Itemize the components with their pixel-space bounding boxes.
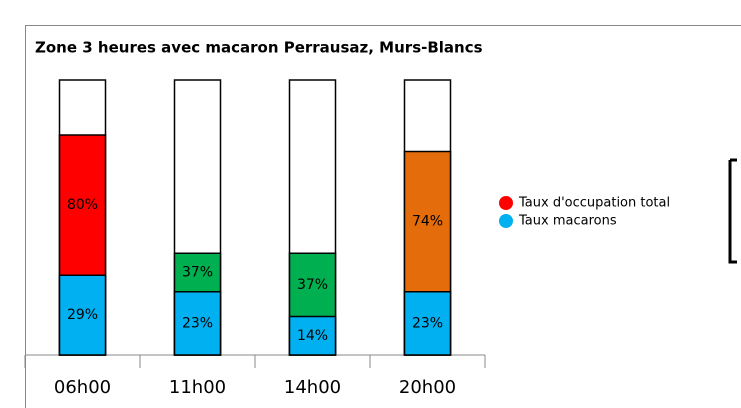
data-label: 23% <box>182 315 213 331</box>
data-label: 80% <box>67 197 98 213</box>
data-label: 74% <box>412 214 443 230</box>
x-tick-label: 06h00 <box>54 377 111 398</box>
bar-macarons <box>58 274 107 356</box>
x-tick-label: 11h00 <box>169 377 226 398</box>
bar-macarons <box>288 315 337 356</box>
legend-label: Taux d'occupation total <box>518 196 670 211</box>
frame-fragment <box>728 158 737 264</box>
data-label: 23% <box>412 315 443 331</box>
chart-title: Zone 3 heures avec macaron Perrausaz, Mu… <box>35 39 483 57</box>
chart-border <box>25 25 741 408</box>
x-tick-label: 14h00 <box>284 377 341 398</box>
data-label: 37% <box>182 265 213 281</box>
data-label: 14% <box>297 328 328 344</box>
bar-macarons <box>403 291 452 356</box>
bar-macarons <box>173 291 222 356</box>
x-tick-label: 20h00 <box>399 377 456 398</box>
legend-swatch <box>499 214 513 228</box>
legend-label: Taux macarons <box>518 214 617 229</box>
data-label: 29% <box>67 307 98 323</box>
legend-swatch <box>499 196 513 210</box>
data-label: 37% <box>297 277 328 293</box>
